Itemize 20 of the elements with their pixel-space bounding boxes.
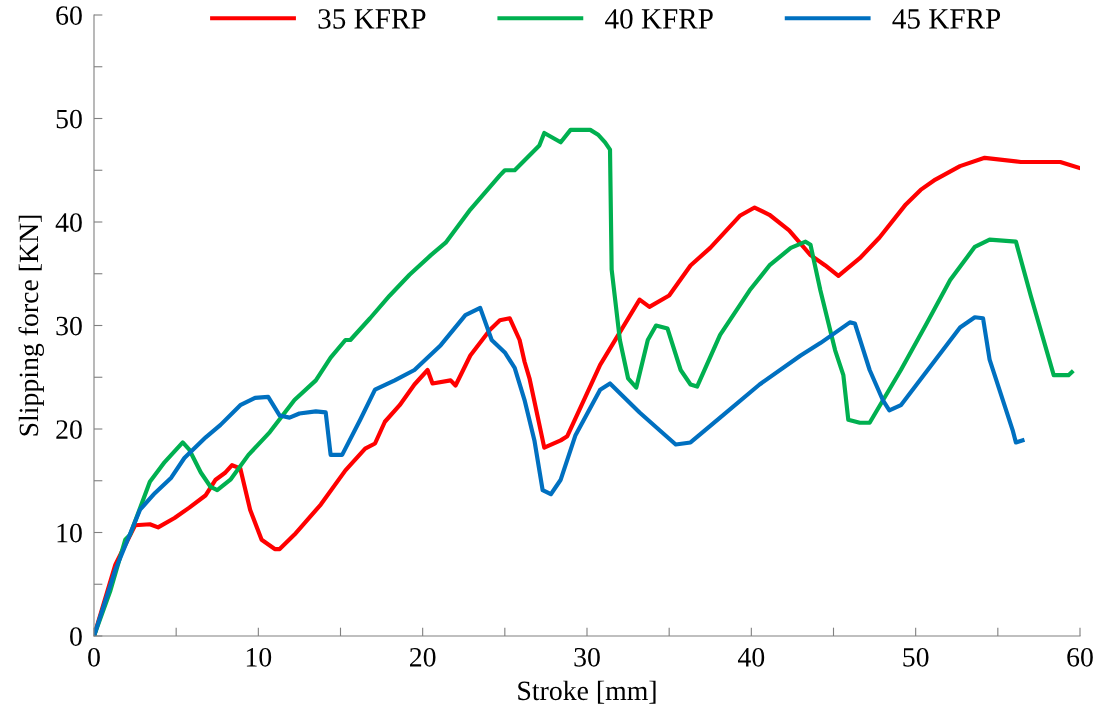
x-axis-title: Stroke [mm]	[518, 680, 656, 704]
y-axis-title: Slipping force [KN]	[18, 215, 44, 436]
y-tick-label: 40	[55, 213, 82, 232]
line-series	[94, 305, 1025, 636]
x-tick-label: 50	[903, 647, 929, 667]
y-tick-label: 30	[56, 316, 82, 336]
y-tick-label: 0	[70, 627, 82, 646]
x-tick-label: 30	[574, 647, 600, 667]
y-tick-label: 10	[57, 523, 82, 543]
x-tick-label: 40	[737, 647, 765, 667]
legend-label: 45 KFRP	[892, 9, 1001, 29]
y-tick-label: 20	[56, 420, 82, 439]
legend-label: 35 KFRP	[318, 9, 426, 29]
x-tick-label: 60	[1067, 647, 1093, 667]
y-tick-label: 60	[56, 6, 82, 25]
x-tick-label: 0	[88, 647, 100, 667]
y-tick-label: 50	[56, 109, 82, 129]
legend-label: 40 KFRP	[605, 9, 713, 29]
x-tick-label: 10	[246, 647, 272, 667]
x-tick-label: 20	[410, 647, 436, 667]
